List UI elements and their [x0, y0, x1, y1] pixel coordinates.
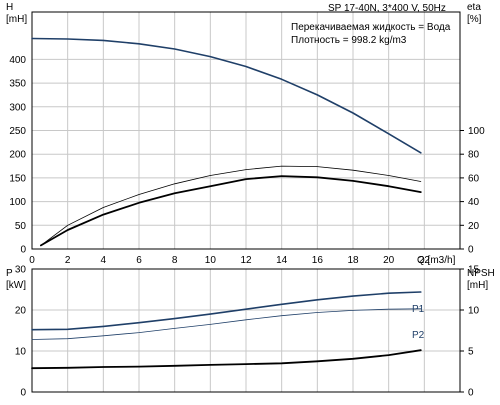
- panel1-x-tick-label: 0: [29, 255, 35, 266]
- panel1-x-tick-label: 10: [205, 255, 217, 266]
- panel2-series-p1: [31, 291, 422, 331]
- panel1-x-tick-label: 6: [136, 255, 142, 266]
- panel1-left-axis-label: H: [6, 2, 13, 13]
- panel2-right-axis-unit: [mH]: [467, 280, 488, 291]
- panel1-left-tick-label: 250: [9, 126, 26, 137]
- panel1-left-tick-label: 200: [9, 150, 26, 161]
- panel2-series-label-p2: P2: [412, 330, 425, 341]
- panel1-series-curve-3: [40, 175, 422, 247]
- panel1-left-tick-label: 0: [20, 245, 26, 256]
- panel2-series-label-p1: P1: [412, 304, 425, 315]
- panel1-left-tick-label: 300: [9, 102, 26, 113]
- panel2-left-axis-label: P: [6, 268, 13, 279]
- panel2-left-tick-label: 20: [15, 306, 27, 317]
- panel1-left-tick-label: 350: [9, 79, 26, 90]
- panel1-x-tick-label: 14: [276, 255, 288, 266]
- panel2-right-tick-label: 5: [468, 347, 474, 358]
- panel1-series-curve-1: [31, 37, 422, 154]
- panel1-x-tick-label: 8: [172, 255, 178, 266]
- panel1-x-tick-label: 18: [347, 255, 359, 266]
- panel1-left-tick-label: 50: [15, 221, 27, 232]
- panel1-left-tick-label: 150: [9, 173, 26, 184]
- panel2-right-axis-label: NPSH: [467, 268, 495, 279]
- panel1-right-tick-label: 80: [468, 150, 480, 161]
- panel1-x-tick-label: 4: [101, 255, 107, 266]
- pump-model-label: SP 17-40N, 3*400 V, 50Hz: [328, 3, 446, 14]
- panel1-x-tick-label: 20: [383, 255, 395, 266]
- panel1-left-tick-label: 400: [9, 55, 26, 66]
- panel1-x-tick-label: 2: [65, 255, 71, 266]
- panel2-left-tick-label: 0: [20, 388, 26, 399]
- panel2-series-p2: [31, 308, 422, 340]
- panel1-x-tick-label: 12: [240, 255, 252, 266]
- panel1-right-axis-unit: [%]: [467, 14, 482, 25]
- panel2-left-tick-label: 30: [15, 265, 27, 276]
- panel1-right-tick-label: 60: [468, 173, 480, 184]
- panel1-frame: [31, 11, 461, 250]
- panel2-right-tick-label: 15: [468, 265, 480, 276]
- panel1-series-curve-2: [40, 165, 422, 246]
- panel1-right-tick-label: 0: [468, 245, 474, 256]
- panel1-right-tick-label: 20: [468, 221, 480, 232]
- panel1-x-axis-label: Q [m3/h]: [417, 255, 456, 266]
- panel1-x-tick-label: 16: [312, 255, 324, 266]
- panel2-right-tick-label: 0: [468, 388, 474, 399]
- panel2-series-curve-3: [31, 349, 422, 370]
- panel1-left-axis-unit: [mH]: [6, 14, 27, 25]
- density-label: Плотность = 998.2 kg/m3: [291, 35, 407, 46]
- panel2-left-tick-label: 10: [15, 347, 27, 358]
- panel1-x-tick-label: 22: [419, 255, 431, 266]
- panel1-right-axis-label: eta: [467, 2, 481, 13]
- liquid-label: Перекачиваемая жидкость = Вода: [291, 22, 451, 33]
- panel2-left-axis-unit: [kW]: [6, 280, 26, 291]
- panel1-right-tick-label: 40: [468, 197, 480, 208]
- panel2-right-tick-label: 10: [468, 306, 480, 317]
- panel1-right-tick-label: 100: [468, 126, 485, 137]
- panel1-left-tick-label: 100: [9, 197, 26, 208]
